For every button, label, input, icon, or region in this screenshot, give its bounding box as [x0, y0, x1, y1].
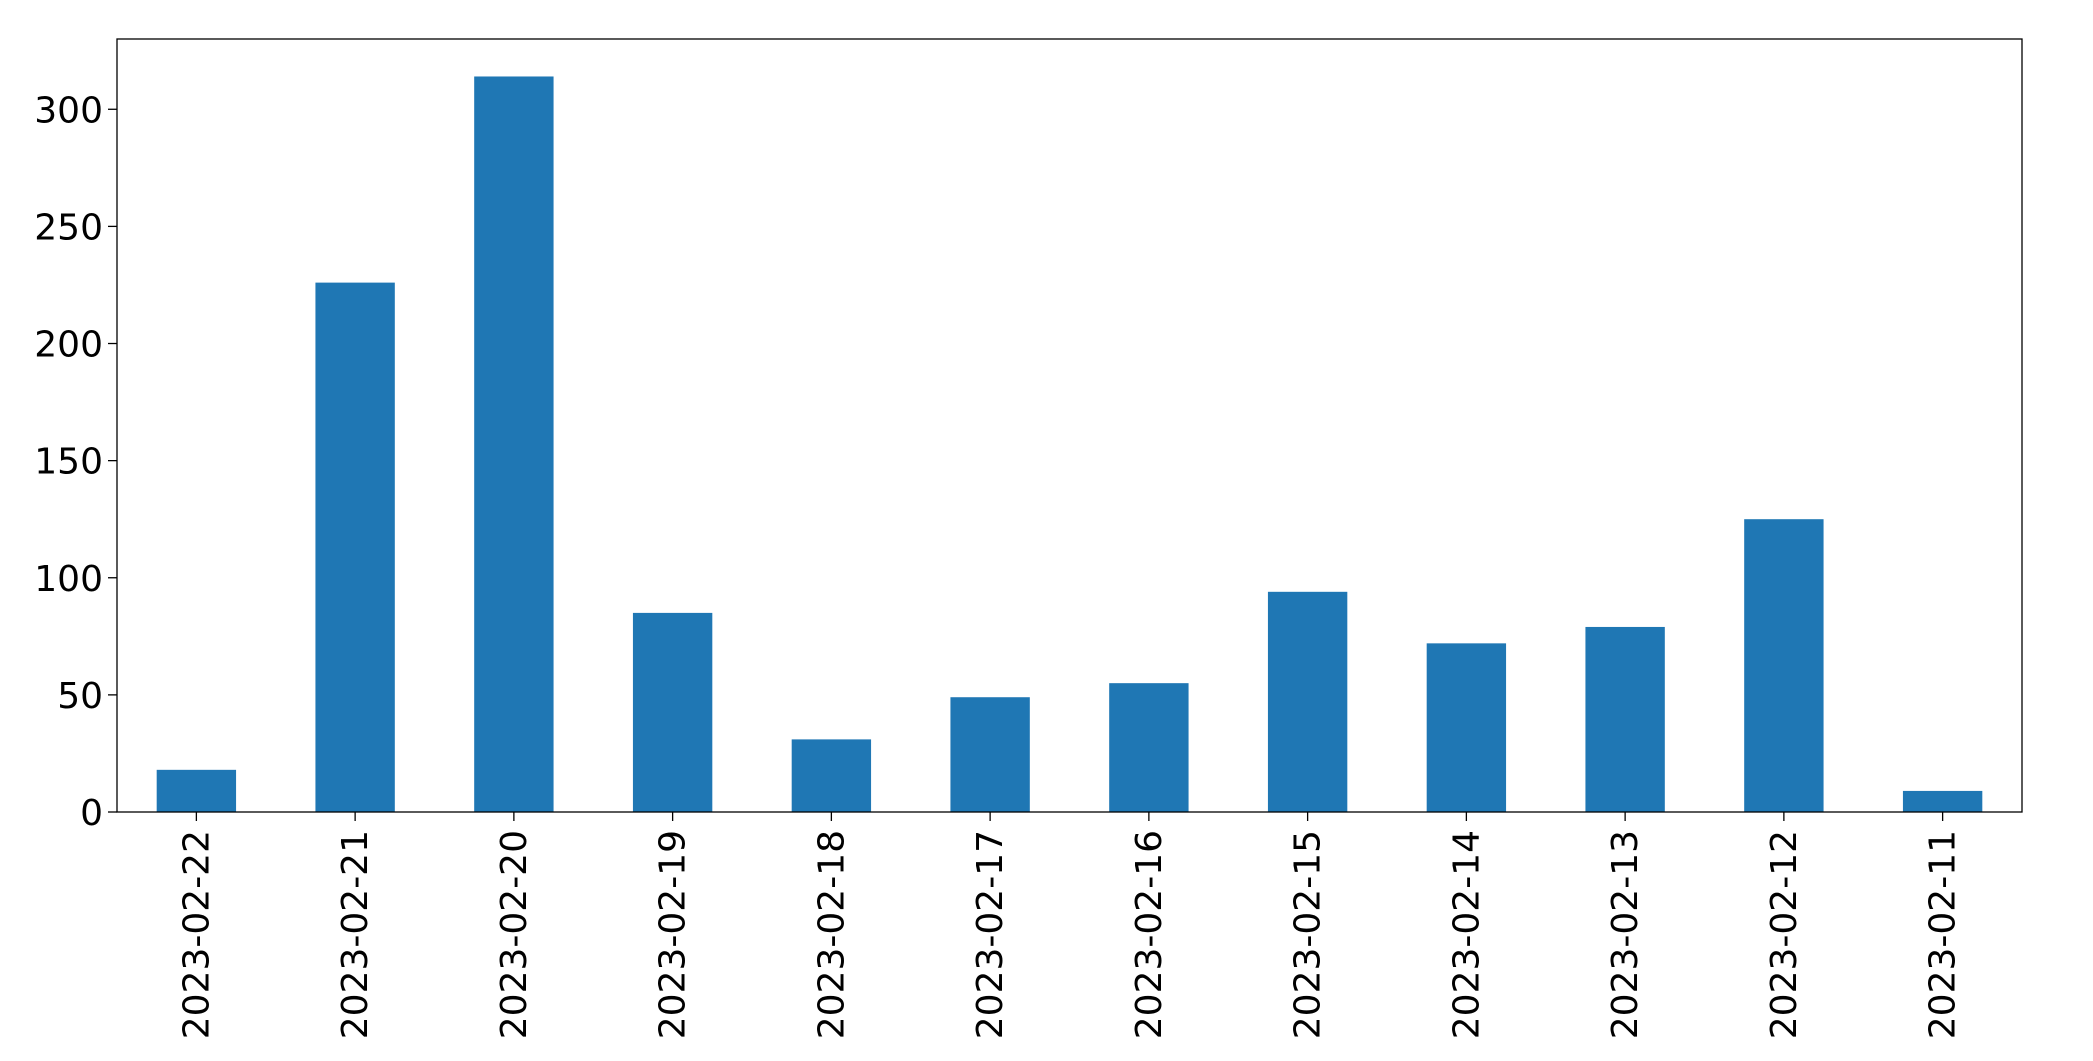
y-tick-label: 250 — [34, 207, 103, 248]
x-tick-label: 2023-02-21 — [335, 830, 376, 1039]
bar-2023-02-19 — [632, 612, 713, 812]
y-tick-label: 0 — [80, 793, 103, 834]
x-tick-label: 2023-02-18 — [811, 830, 852, 1039]
y-tick-label: 50 — [57, 676, 103, 717]
bar-2023-02-14 — [1426, 643, 1507, 812]
bar-2023-02-16 — [1109, 683, 1189, 812]
x-tick-label: 2023-02-15 — [1288, 830, 1329, 1039]
bar-2023-02-22 — [156, 769, 237, 812]
y-axis: 0 50 100 150 200 250 300 — [34, 90, 117, 834]
y-tick-label: 300 — [34, 90, 103, 131]
x-tick-label: 2023-02-16 — [1129, 830, 1170, 1039]
x-tick-label: 2023-02-13 — [1605, 830, 1646, 1039]
bar-2023-02-13 — [1585, 626, 1665, 812]
x-tick-label: 2023-02-12 — [1764, 830, 1805, 1039]
x-tick-label: 2023-02-19 — [653, 830, 694, 1039]
x-tick-label: 2023-02-14 — [1446, 830, 1487, 1039]
bar-2023-02-18 — [791, 739, 872, 812]
x-tick-label: 2023-02-11 — [1923, 830, 1964, 1039]
x-tick-label: 2023-02-22 — [176, 830, 217, 1039]
bar-2023-02-20 — [474, 76, 554, 813]
bar-2023-02-21 — [315, 282, 395, 812]
x-tick-label: 2023-02-20 — [494, 830, 535, 1039]
bar-2023-02-17 — [950, 697, 1030, 812]
bar-2023-02-12 — [1744, 519, 1824, 812]
bar-2023-02-15 — [1267, 591, 1348, 812]
bar-2023-02-11 — [1902, 790, 1983, 812]
bars-group — [156, 76, 1983, 813]
x-axis: 2023-02-22 2023-02-21 2023-02-20 2023-02-19… — [176, 812, 1964, 1039]
x-tick-label: 2023-02-17 — [970, 830, 1011, 1039]
y-tick-label: 200 — [34, 325, 103, 366]
plot-frame — [116, 38, 2023, 813]
y-tick-label: 150 — [34, 442, 103, 483]
y-tick-label: 100 — [34, 559, 103, 600]
